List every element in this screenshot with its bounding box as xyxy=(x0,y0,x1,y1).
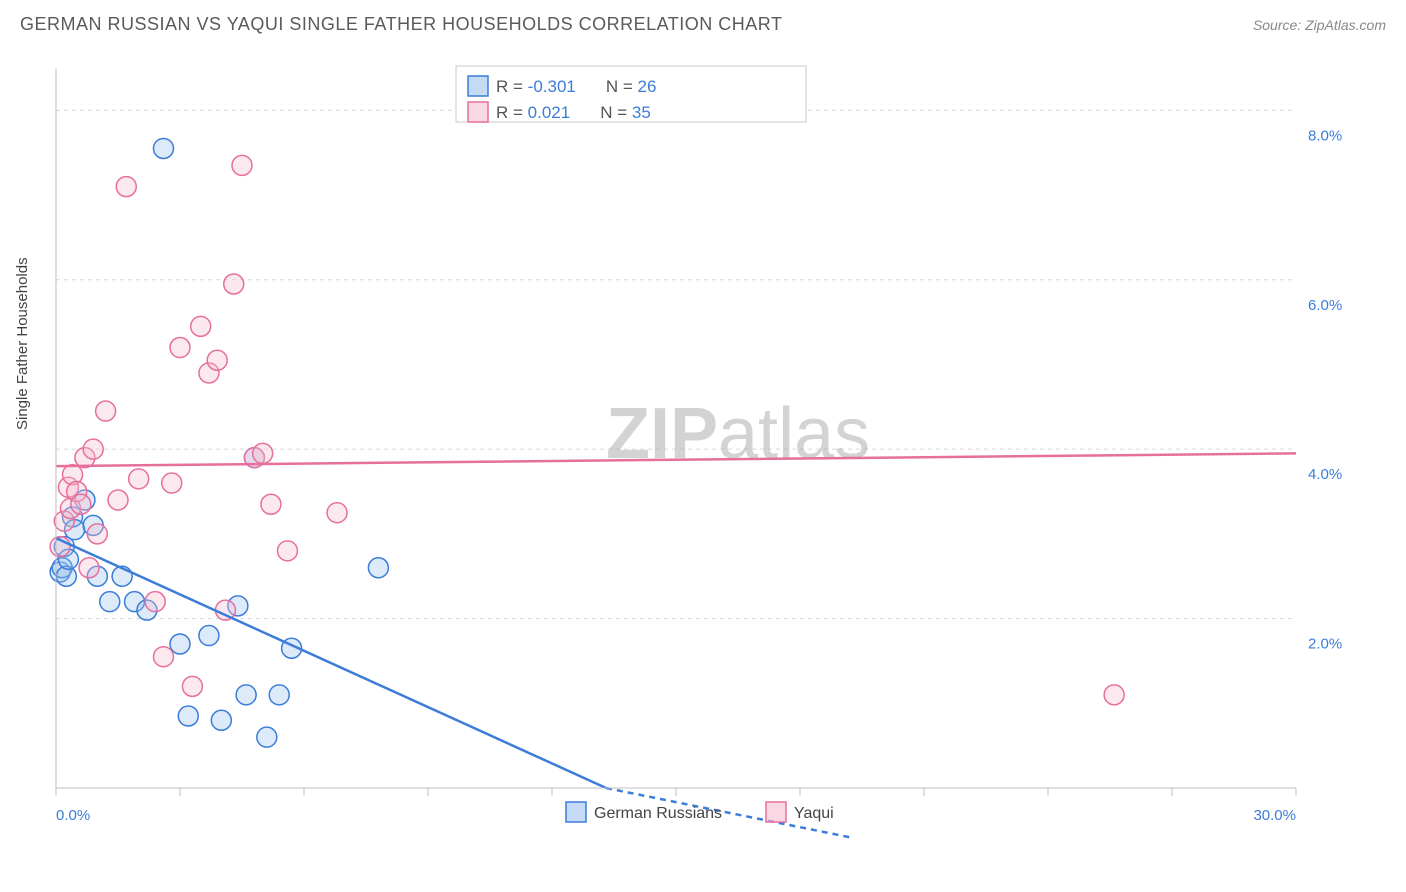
point-yaqui xyxy=(83,439,103,459)
point-yaqui xyxy=(224,274,244,294)
y-tick-label: 8.0% xyxy=(1308,127,1342,144)
y-axis-label: Single Father Households xyxy=(14,257,31,430)
point-yaqui xyxy=(108,490,128,510)
point-yaqui xyxy=(87,524,107,544)
x-tick-label: 0.0% xyxy=(56,807,90,824)
point-yaqui xyxy=(96,401,116,421)
point-german-russians xyxy=(269,685,289,705)
point-yaqui xyxy=(232,155,252,175)
point-yaqui xyxy=(327,503,347,523)
legend-swatch-yaqui xyxy=(468,102,488,122)
legend-bottom-swatch-yaqui xyxy=(766,802,786,822)
point-yaqui xyxy=(116,177,136,197)
point-german-russians xyxy=(236,685,256,705)
point-yaqui xyxy=(207,350,227,370)
watermark: ZIPatlas xyxy=(606,394,870,474)
point-yaqui xyxy=(162,473,182,493)
legend-swatch-german-russians xyxy=(468,76,488,96)
point-german-russians xyxy=(178,706,198,726)
point-yaqui xyxy=(71,494,91,514)
point-german-russians xyxy=(170,634,190,654)
point-yaqui xyxy=(79,558,99,578)
scatter-chart: 2.0%4.0%6.0%8.0%ZIPatlas0.0%30.0%R = -0.… xyxy=(46,58,1356,848)
point-yaqui xyxy=(261,494,281,514)
point-yaqui xyxy=(129,469,149,489)
point-yaqui xyxy=(145,592,165,612)
x-tick-label: 30.0% xyxy=(1253,807,1296,824)
legend-bottom-label-german-russians: German Russians xyxy=(594,805,722,822)
source-attribution: Source: ZipAtlas.com xyxy=(1253,17,1386,33)
point-german-russians xyxy=(199,626,219,646)
point-yaqui xyxy=(182,676,202,696)
y-tick-label: 2.0% xyxy=(1308,636,1342,653)
y-tick-label: 6.0% xyxy=(1308,297,1342,314)
point-german-russians xyxy=(100,592,120,612)
trendline-german-russians xyxy=(56,538,606,788)
point-yaqui xyxy=(253,443,273,463)
legend-bottom-label-yaqui: Yaqui xyxy=(794,805,834,822)
point-yaqui xyxy=(170,338,190,358)
legend-bottom-swatch-german-russians xyxy=(566,802,586,822)
point-yaqui xyxy=(191,316,211,336)
point-yaqui xyxy=(153,647,173,667)
chart-container: 2.0%4.0%6.0%8.0%ZIPatlas0.0%30.0%R = -0.… xyxy=(46,58,1356,848)
point-yaqui xyxy=(1104,685,1124,705)
y-tick-label: 4.0% xyxy=(1308,466,1342,483)
point-german-russians xyxy=(153,138,173,158)
point-german-russians xyxy=(368,558,388,578)
point-german-russians xyxy=(257,727,277,747)
point-german-russians xyxy=(211,710,231,730)
chart-title: GERMAN RUSSIAN VS YAQUI SINGLE FATHER HO… xyxy=(20,14,782,35)
point-yaqui xyxy=(277,541,297,561)
